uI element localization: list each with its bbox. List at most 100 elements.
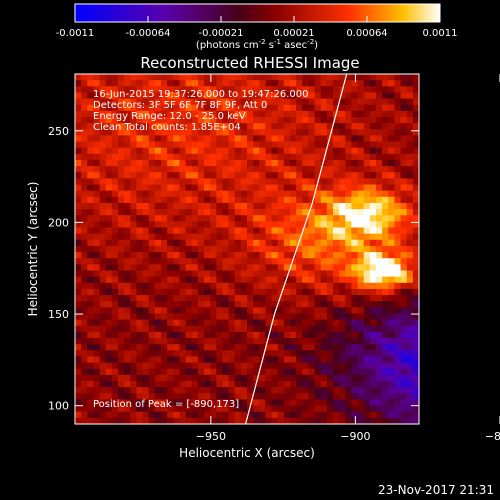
heatmap-cell [216,123,224,130]
heatmap-cell [290,344,297,351]
heatmap-cell [247,215,254,222]
heatmap-cell [265,141,273,149]
heatmap-cell [271,196,279,204]
heatmap-cell [136,215,144,222]
heatmap-cell [130,221,138,229]
heatmap-cell [283,276,291,284]
heatmap-cell [111,153,119,161]
heatmap-cell [111,313,119,321]
heatmap-cell [173,399,181,407]
heatmap-cell [197,307,205,315]
heatmap-cell [412,344,420,351]
heatmap-cell [142,344,150,351]
heatmap-cell [333,288,340,296]
heatmap-cell [124,221,131,229]
heatmap-cell [130,129,138,136]
heatmap-cell [210,141,217,149]
heatmap-cell [87,215,95,222]
heatmap-cell [179,295,187,302]
heatmap-cell [234,190,242,198]
heatmap-cell [283,270,291,278]
heatmap-cell [136,411,144,419]
heatmap-cell [105,80,113,87]
heatmap-cell [185,356,193,364]
heatmap-cell [105,116,113,124]
heatmap-cell [185,301,193,308]
heatmap-cell [253,178,260,186]
heatmap-cell [314,98,322,106]
heatmap-cell [124,264,131,272]
heatmap-cell [369,147,377,155]
heatmap-cell [197,387,205,394]
heatmap-cell [118,387,125,394]
heatmap-cell [253,282,260,290]
heatmap-cell [271,104,279,112]
heatmap-cell [314,239,322,247]
heatmap-cell [326,368,334,376]
heatmap-cell [394,202,402,210]
heatmap-cell [210,178,217,186]
heatmap-cell [406,215,414,222]
heatmap-cell [326,104,334,112]
heatmap-cell [320,276,328,284]
heatmap-cell [142,86,150,94]
heatmap-cell [130,405,138,413]
heatmap-cell [105,276,113,284]
heatmap-cell [271,153,279,161]
heatmap-cell [105,135,113,143]
heatmap-cell [320,301,328,308]
heatmap-cell [93,221,101,229]
heatmap-cell [185,381,193,388]
heatmap-cell [179,362,187,370]
heatmap-cell [222,276,230,284]
heatmap-cell [191,98,199,106]
heatmap-cell [179,116,187,124]
heatmap-cell [376,362,383,370]
solar-limb-line [245,73,348,425]
heatmap-cell [412,202,420,210]
heatmap-cell [234,104,242,112]
heatmap-cell [204,368,211,376]
heatmap-cell [394,141,402,149]
heatmap-cell [400,301,408,308]
heatmap-cell [265,172,273,179]
heatmap-cell [290,350,297,358]
heatmap-cell [394,104,402,112]
heatmap-cell [351,374,359,382]
heatmap-cell [345,74,353,81]
heatmap-cell [406,276,414,284]
heatmap-cell [314,325,322,333]
heatmap-cell [173,258,181,265]
heatmap-cell [247,104,254,112]
heatmap-cell [253,86,260,94]
heatmap-cell [369,393,377,401]
heatmap-cell [253,264,260,272]
heatmap-cell [161,338,168,345]
heatmap-cell [142,98,150,106]
heatmap-cell [216,129,224,136]
heatmap-cell [308,178,316,186]
heatmap-cell [296,362,303,370]
heatmap-cell [118,356,125,364]
heatmap-cell [394,405,402,413]
heatmap-cell [240,233,248,241]
heatmap-cell [204,239,211,247]
heatmap-cell [136,190,144,198]
heatmap-cell [394,215,402,222]
heatmap-cell [234,184,242,192]
heatmap-cell [369,159,377,167]
heatmap-cell [191,393,199,401]
heatmap-cell [333,417,340,425]
heatmap-cell [204,74,211,81]
heatmap-cell [99,325,107,333]
heatmap-cell [118,80,125,87]
heatmap-cell [314,295,322,302]
heatmap-cell [124,338,131,345]
heatmap-cell [308,123,316,130]
heatmap-cell [376,282,383,290]
heatmap-cell [179,270,187,278]
heatmap-cell [320,215,328,222]
heatmap-cell [357,135,365,143]
heatmap-cell [412,295,420,302]
heatmap-cell [228,196,236,204]
